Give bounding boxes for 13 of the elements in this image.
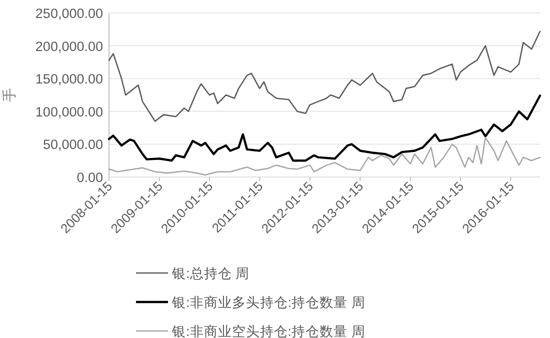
y-axis-title: 手: [1, 88, 17, 102]
y-tick-label: 100,000.00: [35, 104, 103, 120]
line-series: [108, 30, 541, 122]
legend-label: 银:非商业多头持仓:持仓数量 周: [171, 295, 366, 310]
y-tick-label: 50,000.00: [42, 137, 103, 152]
line-series: [108, 136, 541, 176]
y-tick-label: 200,000.00: [35, 38, 103, 54]
y-tick-label: 250,000.00: [35, 6, 103, 21]
y-tick-label: 0.00: [76, 170, 103, 185]
line-series: [108, 94, 542, 162]
y-tick-label: 150,000.00: [35, 72, 103, 87]
legend-label: 银:非商业空头持仓:持仓数量 周: [171, 324, 366, 338]
legend-label: 银:总持仓 周: [171, 266, 250, 281]
